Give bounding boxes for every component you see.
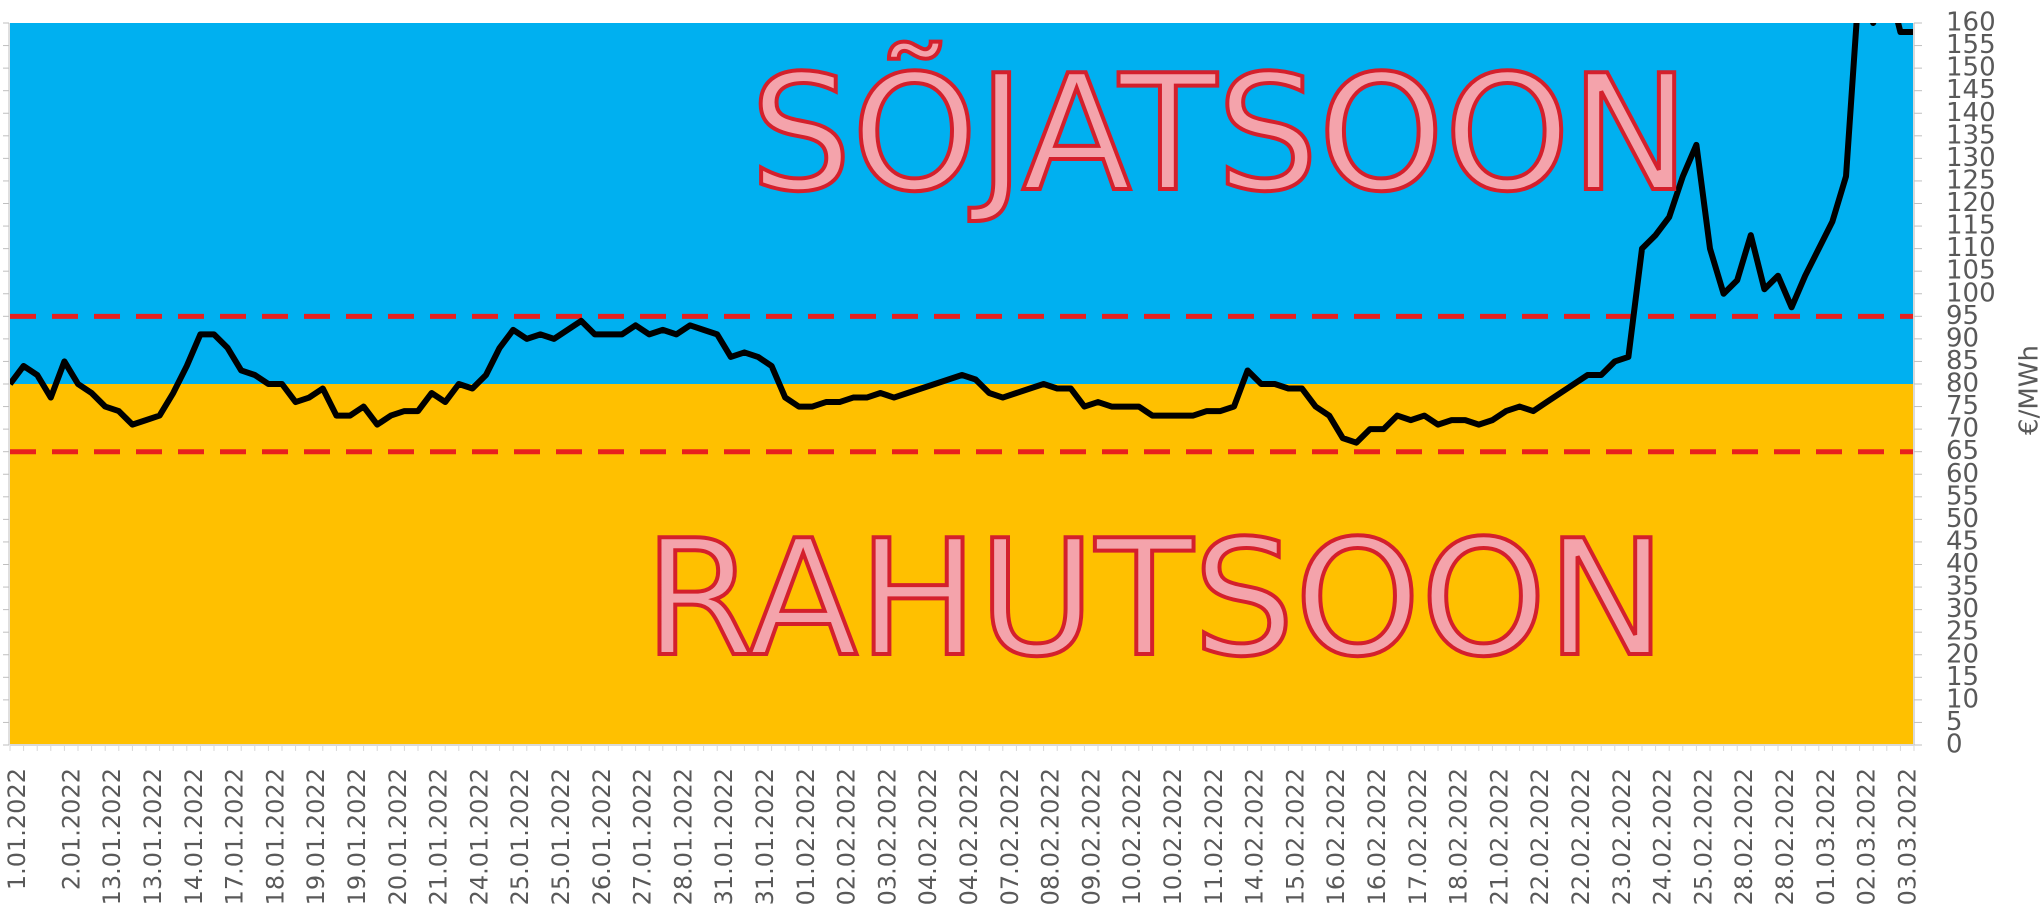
x-tick-label: 18.02.2022: [1445, 768, 1473, 905]
y-tick-label: 20: [1946, 639, 1979, 669]
y-tick-label: 45: [1946, 526, 1979, 556]
x-tick-label: 03.03.2022: [1893, 768, 1921, 905]
x-tick-label: 14.01.2022: [180, 768, 208, 905]
x-tick-label: 25.01.2022: [547, 768, 575, 905]
y-tick-label: 80: [1946, 369, 1979, 399]
y-tick-label: 135: [1946, 120, 1996, 150]
x-tick-label: 28.01.2022: [669, 768, 697, 905]
x-tick-label: 23.02.2022: [1608, 768, 1636, 905]
zone: [10, 23, 1914, 384]
x-tick-label: 08.02.2022: [1037, 768, 1065, 905]
y-tick-label: 60: [1946, 459, 1979, 489]
y-tick-label: 25: [1946, 617, 1979, 647]
y-tick-label: 55: [1946, 481, 1979, 511]
y-tick-label: 120: [1946, 188, 1996, 218]
x-tick-label: 25.01.2022: [506, 768, 534, 905]
y-tick-label: 145: [1946, 75, 1996, 105]
x-tick-label: 16.02.2022: [1322, 768, 1350, 905]
x-tick-label: 19.01.2022: [343, 768, 371, 905]
y-tick-label: 35: [1946, 572, 1979, 602]
y-tick-label: 75: [1946, 391, 1979, 421]
x-tick-label: 24.02.2022: [1649, 768, 1677, 905]
plot: [10, 23, 1914, 446]
x-tick-label: 04.02.2022: [914, 768, 942, 905]
x-tick-label: 22.02.2022: [1526, 768, 1554, 905]
reference-lines: [10, 313, 1914, 455]
y-tick-label: 160: [1946, 8, 1996, 38]
zone-label: SÕJATSOON: [750, 40, 1690, 227]
y-tick-label: 130: [1946, 143, 1996, 173]
x-tick-label: 25.02.2022: [1689, 768, 1717, 905]
x-tick-label: 19.01.2022: [302, 768, 330, 905]
y-tick-label: 85: [1946, 346, 1979, 376]
y-tick-label: 125: [1946, 165, 1996, 195]
line: [10, 23, 1914, 446]
y-tick-label: 100: [1946, 278, 1996, 308]
x-tick-label: 02.02.2022: [833, 768, 861, 905]
y-tick-label: 50: [1946, 504, 1979, 534]
y-tick-label: 65: [1946, 436, 1979, 466]
y-tick-label: 70: [1946, 414, 1979, 444]
x-tick-label: 10.02.2022: [1118, 768, 1146, 905]
y-tick-label: 150: [1946, 53, 1996, 83]
y-tick-label: 115: [1946, 211, 1996, 241]
x-tick-label: 26.01.2022: [588, 768, 616, 905]
x-tick-label: 27.01.2022: [629, 768, 657, 905]
x-tick-label: 14.02.2022: [1241, 768, 1269, 905]
x-tick-label: 17.02.2022: [1404, 768, 1432, 905]
annotations: SÕJATSOON RAHUTSOON: [642, 38, 1692, 694]
y-tick-label: 140: [1946, 98, 1996, 128]
y-tick-label: 110: [1946, 233, 1996, 263]
zone: [10, 384, 1914, 745]
y-tick-label: 10: [1946, 684, 1979, 714]
x-tick-label: 20.01.2022: [384, 768, 412, 905]
x-tick-label: 22.02.2022: [1567, 768, 1595, 905]
x-tick-label: 28.02.2022: [1730, 768, 1758, 905]
y-tick-label: 105: [1946, 256, 1996, 286]
x-tick-label: 16.02.2022: [1363, 768, 1391, 905]
x-tick-label: 04.02.2022: [955, 768, 983, 905]
y-tick-label: 0: [1946, 730, 1963, 760]
x-tick-label: 13.01.2022: [98, 768, 126, 905]
x-tick-label: 18.01.2022: [261, 768, 289, 905]
x-tick-label: 03.02.2022: [873, 768, 901, 905]
x-tick-label: 11.02.2022: [1200, 768, 1228, 905]
x-tick-label: 13.01.2022: [139, 768, 167, 905]
x-tick-label: 28.02.2022: [1771, 768, 1799, 905]
x-tick-label: 21.01.2022: [425, 768, 453, 905]
y-tick-label: 155: [1946, 30, 1996, 60]
x-tick-label: 02.03.2022: [1853, 768, 1881, 905]
y-tick-label: 95: [1946, 301, 1979, 331]
y-tick-label: 40: [1946, 549, 1979, 579]
x-tick-label: 09.02.2022: [1077, 768, 1105, 905]
x-tick-label: 21.02.2022: [1485, 768, 1513, 905]
y-axis-label: €/MWh: [2015, 345, 2042, 435]
y-tick-label: 90: [1946, 323, 1979, 353]
x-tick-label: 1.01.2022: [3, 768, 31, 890]
x-tick-label: 01.02.2022: [792, 768, 820, 905]
x-tick-label: 31.01.2022: [710, 768, 738, 905]
x-tick-label: 15.02.2022: [1281, 768, 1309, 905]
x-tick-label: 07.02.2022: [996, 768, 1024, 905]
y-tick-label: 15: [1946, 662, 1979, 692]
x-tick-label: 2.01.2022: [57, 768, 85, 890]
y-tick-label: 5: [1946, 707, 1963, 737]
x-tick-label: 17.01.2022: [221, 768, 249, 905]
x-tick-label: 10.02.2022: [1159, 768, 1187, 905]
zone-label: RAHUTSOON: [644, 505, 1666, 692]
zones: [10, 23, 1914, 745]
x-tick-label: 31.01.2022: [751, 768, 779, 905]
y-tick-label: 30: [1946, 594, 1979, 624]
x-tick-label: 24.01.2022: [465, 768, 493, 905]
x-tick-label: 01.03.2022: [1812, 768, 1840, 905]
